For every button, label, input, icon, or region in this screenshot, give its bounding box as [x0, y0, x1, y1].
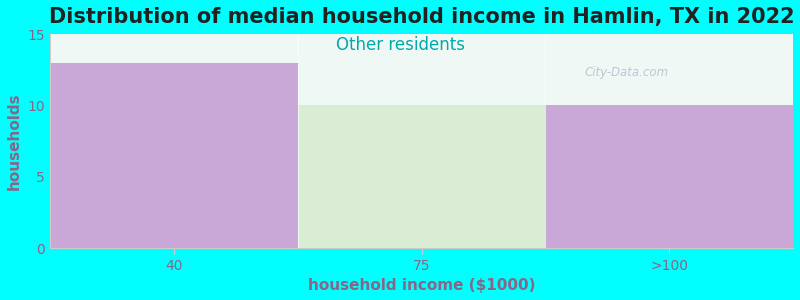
Y-axis label: households: households [7, 92, 22, 190]
Text: Other residents: Other residents [335, 36, 465, 54]
Text: City-Data.com: City-Data.com [585, 66, 669, 79]
X-axis label: household income ($1000): household income ($1000) [308, 278, 535, 293]
Title: Distribution of median household income in Hamlin, TX in 2022: Distribution of median household income … [49, 7, 794, 27]
